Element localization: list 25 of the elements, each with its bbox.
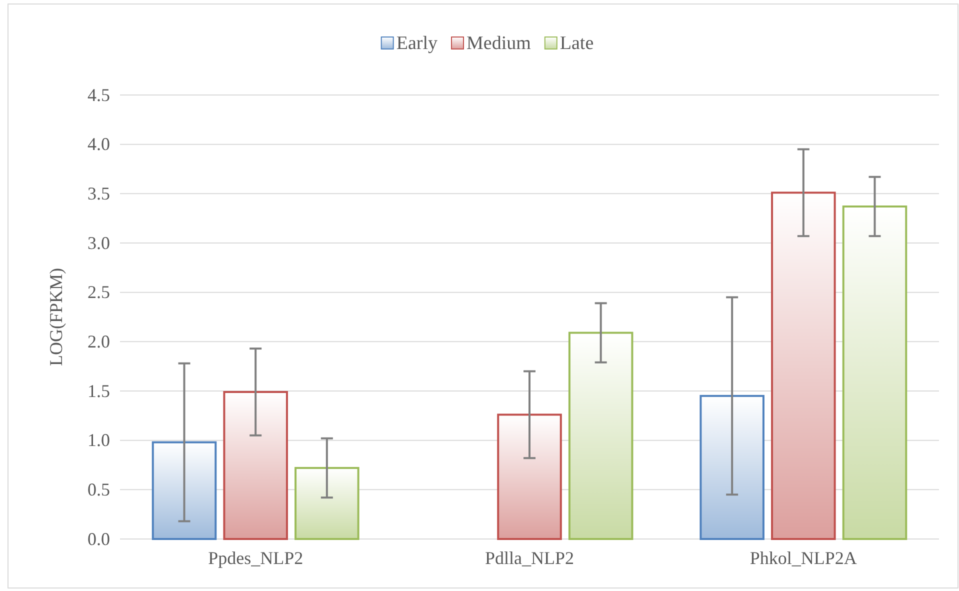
bar [294, 466, 360, 540]
bar [568, 332, 634, 540]
bar [152, 441, 217, 540]
x-tick-label: Pdlla_NLP2 [484, 548, 574, 568]
bar [842, 205, 908, 540]
bar [497, 414, 562, 540]
x-tick-label: Phkol_NLP2A [750, 548, 857, 568]
y-tick-label: 2.0 [88, 331, 110, 352]
y-tick-label: 3.0 [88, 232, 110, 253]
y-tick-label: 1.5 [88, 380, 110, 401]
legend-label: Medium [466, 33, 532, 54]
y-tick-label: 4.5 [88, 84, 110, 105]
y-axis-title: LOG(FPKM) [46, 268, 66, 366]
bar [223, 390, 288, 540]
bar [700, 394, 764, 540]
x-tick-label: Ppdes_NLP2 [208, 548, 304, 568]
y-tick-label: 3.5 [88, 183, 110, 204]
y-tick-label: 4.0 [88, 134, 110, 154]
y-tick-label: 0.0 [88, 528, 110, 549]
legend-label: Late [560, 33, 594, 54]
bar [771, 192, 836, 540]
y-tick-label: 1.0 [88, 430, 110, 450]
legend-label: Early [396, 33, 438, 54]
y-tick-label: 0.5 [88, 479, 110, 500]
y-tick-label: 2.5 [88, 282, 110, 302]
